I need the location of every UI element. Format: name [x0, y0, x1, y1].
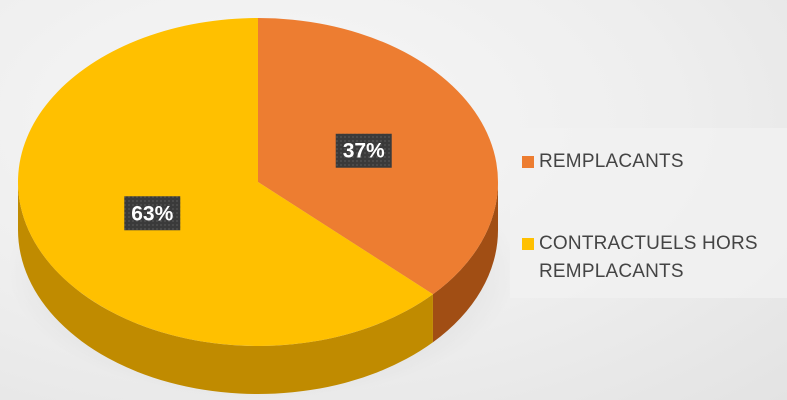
data-label-0: 37%	[335, 133, 392, 168]
pie-data-labels: 37% 63%	[124, 133, 392, 231]
legend-label-remplacants: REMPLACANTS	[539, 151, 684, 172]
pie-side-1	[18, 182, 433, 395]
data-label-text-1: 63%	[131, 202, 173, 225]
legend-item-remplacants: REMPLACANTS	[522, 148, 787, 176]
data-label-box-0	[335, 133, 392, 168]
data-label-1: 63%	[124, 196, 181, 231]
legend: REMPLACANTS CONTRACTUELS HORS REMPLACANT…	[510, 128, 787, 298]
data-label-text-0: 37%	[343, 140, 385, 163]
legend-item-contractuels: CONTRACTUELS HORS REMPLACANTS	[522, 230, 787, 286]
pie-side-0	[432, 182, 498, 343]
legend-label-contractuels: CONTRACTUELS HORS REMPLACANTS	[539, 233, 758, 282]
pie-tops	[17, 18, 498, 346]
legend-swatch-remplacants	[522, 156, 534, 168]
pie-slice-1	[17, 18, 433, 346]
legend-swatch-contractuels	[522, 238, 534, 250]
pie-sides	[18, 182, 498, 395]
data-label-box-1	[124, 196, 181, 231]
